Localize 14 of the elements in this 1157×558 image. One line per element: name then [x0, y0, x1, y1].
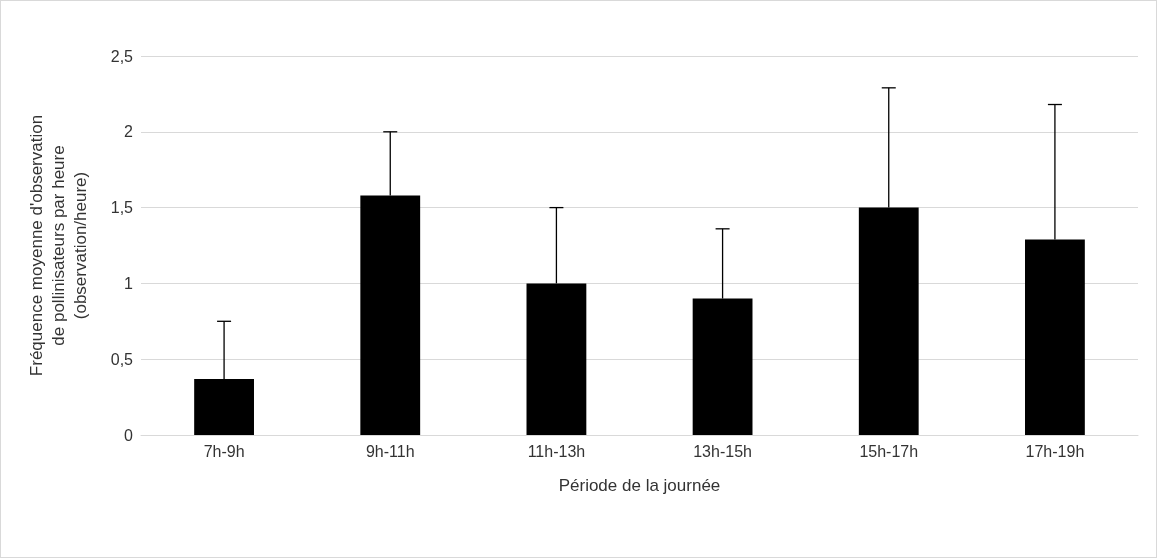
y-tick-label: 1 — [124, 274, 134, 292]
y-tick-label: 2,5 — [110, 47, 134, 65]
x-tick-label: 7h-9h — [203, 442, 245, 460]
y-tick-label: 2 — [124, 123, 134, 141]
x-tick-label: 13h-15h — [693, 442, 752, 460]
x-tick-label: 15h-17h — [859, 442, 919, 460]
x-tick-label: 17h-19h — [1025, 442, 1085, 460]
y-tick-label: 1,5 — [110, 199, 134, 217]
y-tick-label: 0 — [124, 426, 134, 444]
y-axis-title: Fréquence moyenne d'observation de pollinisateurs par heure (observation/heure) — [26, 114, 90, 377]
x-tick-label: 9h-11h — [365, 442, 415, 460]
y-tick-label: 0,5 — [110, 350, 134, 368]
x-axis-title: Période de la journée — [558, 476, 721, 495]
x-tick-label: 11h-13h — [527, 442, 586, 460]
